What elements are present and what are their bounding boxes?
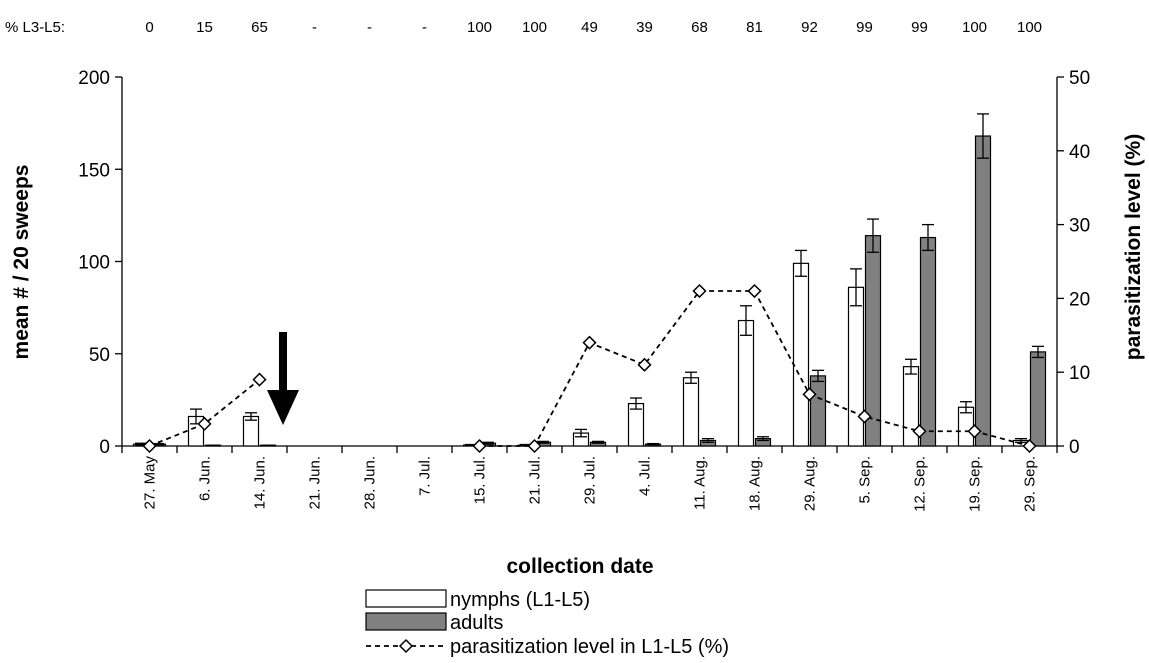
legend-parasitization-label: parasitization level in L1-L5 (%) [450,636,729,658]
left-y-ticks: 0 50 100 150 200 [78,68,122,458]
x-tick-label: 4. Jul. [637,456,654,496]
nymph-bar [737,319,755,447]
nymph-bar [682,377,700,447]
right-tick-label: 0 [1069,437,1080,458]
x-tick-label: 28. Jun. [362,456,379,509]
right-tick-label: 30 [1069,216,1090,237]
top-row-value: - [422,19,427,36]
parasitization-line [142,283,1037,454]
x-tick-label: 12. Sep. [912,456,929,512]
right-y-ticks: 0 10 20 30 40 50 [1057,68,1090,458]
top-row-value: 100 [467,19,492,36]
top-row-values: 0 15 65 - - - 100 100 49 39 68 81 92 99 99 100 100 [145,19,1042,36]
parasitization-point [637,357,652,372]
top-row-value: 0 [145,19,153,36]
y2-axis-title: parasitization level (%) [1122,134,1145,360]
top-row-value: - [312,19,317,36]
legend-nymphs-label: nymphs (L1-L5) [450,589,590,611]
top-row-value: 92 [801,19,818,36]
top-row-value: 99 [911,19,928,36]
x-tick-label: 27. May [142,456,159,510]
legend-diamond-icon [398,638,414,654]
parasitization-point [692,283,707,299]
adult-bar [974,135,992,447]
right-tick-label: 20 [1069,289,1090,310]
x-tick-label: 18. Aug. [747,456,764,511]
x-tick-label: 7. Jul. [417,456,434,496]
top-row-value: 81 [746,19,763,36]
parasitization-point [472,438,487,454]
legend: nymphs (L1-L5) adults parasitization lev… [365,589,729,658]
bars [132,135,1047,447]
left-tick-label: 100 [78,253,110,274]
parasitization-point [252,372,267,387]
legend-adults-swatch [365,612,447,631]
top-row-value: 100 [1017,19,1042,36]
x-ticks: 27. May 6. Jun. 14. Jun. 21. Jun. 28. Jun. 7.… [121,446,1058,512]
top-row-value: 100 [522,19,547,36]
nymph-bar [627,402,645,447]
parasitization-point [912,424,927,439]
top-row-value: 39 [636,19,653,36]
left-tick-label: 50 [89,345,110,366]
parasitization-point [857,409,872,424]
right-tick-label: 50 [1069,68,1090,89]
top-row-value: 99 [856,19,873,36]
parasitization-line-segment [149,378,261,447]
nymph-bar [792,262,810,447]
top-row-value: - [367,19,372,36]
top-row-value: 15 [196,19,213,36]
x-tick-label: 29. Sep. [1022,456,1039,512]
nymph-bar [847,286,865,447]
x-tick-label: 11. Aug. [692,456,709,510]
left-tick-label: 0 [99,437,110,458]
parasitization-point [967,424,982,439]
parasitization-point [747,283,762,299]
parasitization-point [802,387,817,402]
parasitization-point [142,438,157,454]
x-tick-label: 19. Sep. [967,456,984,512]
parasitization-line-segment [479,290,1030,447]
x-tick-label: 29. Jul. [582,456,599,504]
top-row-value: 68 [691,19,708,36]
y-axis-title: mean # / 20 sweeps [10,165,33,360]
legend-adults-label: adults [450,612,503,634]
adult-bar [809,375,827,447]
right-tick-label: 10 [1069,363,1090,384]
legend-nymphs-swatch [365,589,447,608]
right-tick-label: 40 [1069,142,1090,163]
top-row-value: 100 [962,19,987,36]
top-row-value: 49 [581,19,598,36]
parasitization-point [527,438,542,454]
parasitization-point [582,335,597,350]
top-row-label: % L3-L5: [5,19,65,36]
x-tick-label: 5. Sep. [857,456,874,504]
adult-bar [1029,351,1047,447]
x-tick-label: 6. Jun. [197,456,214,501]
x-tick-label: 14. Jun. [252,456,269,509]
x-tick-label: 29. Aug. [802,456,819,511]
error-bars [135,113,1044,447]
left-tick-label: 150 [78,160,110,181]
x-tick-label: 15. Jul. [472,456,489,504]
x-tick-label: 21. Jul. [527,456,544,504]
x-tick-label: 21. Jun. [307,456,324,509]
left-tick-label: 200 [78,68,110,89]
adult-bar [919,236,937,447]
down-arrow-icon [267,332,299,425]
parasitization-point [197,416,212,431]
parasitization-point [1022,438,1037,454]
top-row-value: 65 [251,19,268,36]
x-axis-title: collection date [506,555,653,578]
nymph-bar [242,415,260,447]
